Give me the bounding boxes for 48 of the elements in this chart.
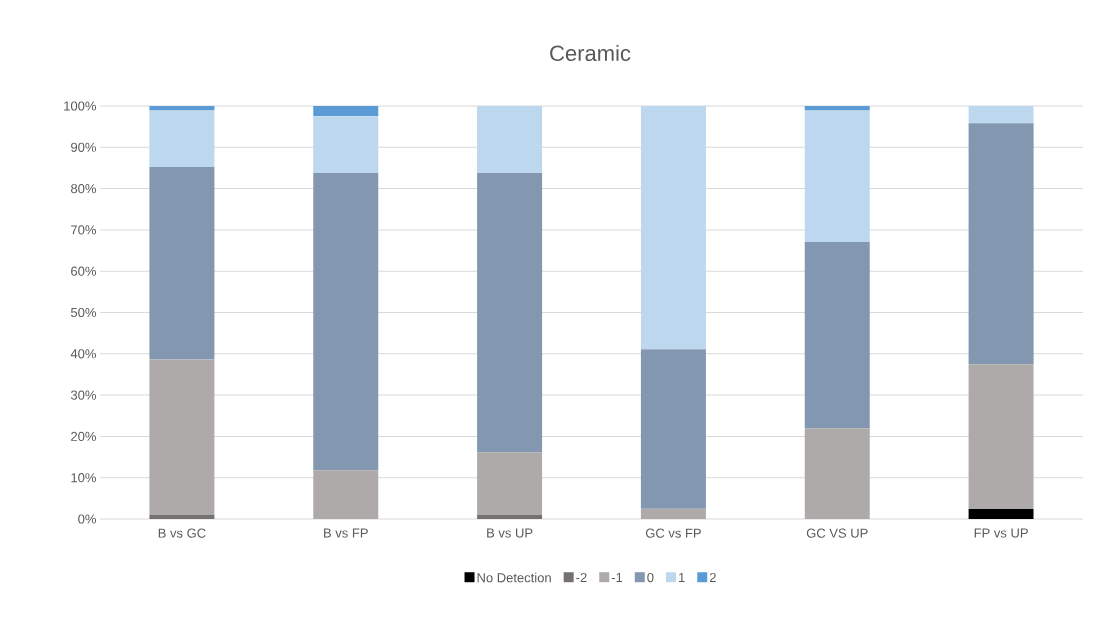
bar [640,106,706,350]
bar [477,514,543,519]
x-tick-label: B vs GC [158,528,206,538]
y-tick-label: 80% [71,183,97,194]
legend-label: 0 [647,572,654,583]
y-tick-label: 20% [71,431,97,441]
y-tick-label: 100% [64,101,97,111]
y-tick-label: 0% [78,514,97,524]
bar [149,514,215,519]
y-tick-label: 90% [71,142,97,152]
bar [968,364,1034,510]
y-tick-label: 70% [71,225,97,235]
bar [313,470,379,519]
bar [313,116,379,173]
bar [640,349,706,509]
bar [968,123,1034,365]
bar [968,509,1034,519]
bar [313,106,379,117]
y-tick-label: 60% [71,266,97,276]
x-tick-label: GC vs FP [645,528,701,538]
bar [968,106,1034,124]
chart-title: Ceramic [550,44,631,62]
bar [477,106,543,173]
legend-label: 2 [709,572,716,583]
bar [804,106,870,111]
bar [804,241,870,429]
y-tick-label: 30% [70,390,97,400]
x-tick-label: B vs FP [324,528,368,538]
bar [804,428,870,519]
bar [149,106,215,111]
legend-label: -2 [576,572,587,583]
bar [804,110,870,242]
bar [477,172,543,453]
y-tick-label: 50% [70,307,97,318]
y-tick-label: 40% [70,349,97,359]
bar [149,359,215,515]
x-tick-label: FP vs UP [974,528,1028,538]
legend-label: 1 [679,573,685,582]
bar [149,167,215,360]
legend-label: -1 [611,573,623,582]
x-tick-label: GC VS UP [806,528,868,538]
bar [313,172,379,471]
bar [149,110,215,168]
bar [477,452,543,515]
x-tick-label: B vs UP [487,528,533,538]
legend-label: No Detection [477,572,551,583]
y-tick-label: 10% [71,473,97,483]
bar [640,508,706,519]
